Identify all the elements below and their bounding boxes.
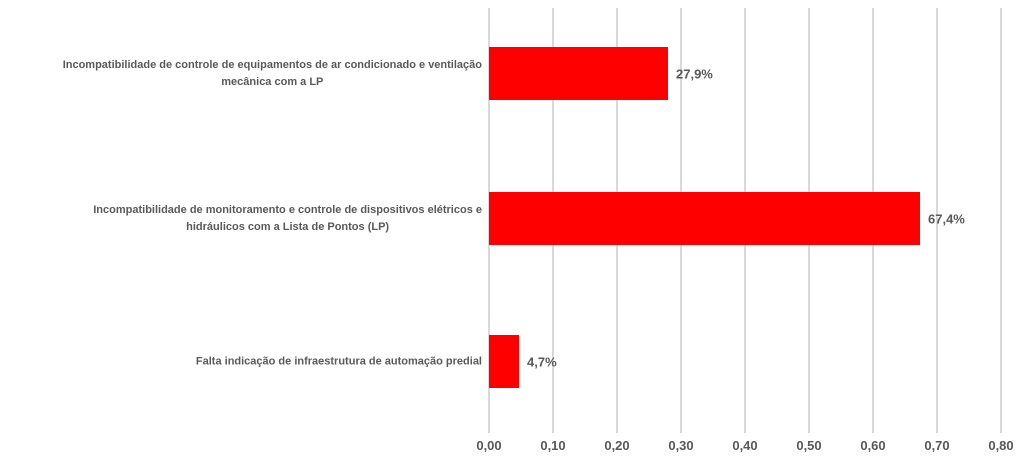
bar-1 bbox=[489, 47, 668, 100]
category-label-2-line-1: Incompatibilidade de monitoramento e con… bbox=[93, 203, 482, 216]
x-axis-tick-label: 0,80 bbox=[988, 438, 1014, 453]
x-axis-tick-label: 0,70 bbox=[924, 438, 950, 453]
x-axis-tick-label: 0,30 bbox=[668, 438, 694, 453]
gridline bbox=[1000, 8, 1002, 433]
x-axis-tick-label: 0,50 bbox=[796, 438, 822, 453]
bar-3 bbox=[489, 335, 519, 388]
x-axis-tick-label: 0,20 bbox=[604, 438, 630, 453]
category-label-2: Incompatibilidade de monitoramento e con… bbox=[93, 202, 482, 236]
category-label-1-line-1: Incompatibilidade de controle de equipam… bbox=[62, 58, 482, 71]
data-label-1: 27,9% bbox=[676, 66, 713, 81]
data-label-3: 4,7% bbox=[527, 354, 557, 369]
x-axis-tick-label: 0,40 bbox=[732, 438, 758, 453]
data-label-2: 67,4% bbox=[928, 211, 965, 226]
gridline bbox=[936, 8, 938, 433]
category-label-3: Falta indicação de infraestrutura de aut… bbox=[196, 353, 482, 370]
category-label-1-line-2: mecânica com a LP bbox=[221, 75, 324, 88]
x-axis-tick-label: 0,60 bbox=[860, 438, 886, 453]
x-axis-tick-label: 0,10 bbox=[540, 438, 566, 453]
bar-2 bbox=[489, 192, 920, 245]
category-label-3-line-1: Falta indicação de infraestrutura de aut… bbox=[195, 355, 482, 367]
x-axis-tick-label: 0,00 bbox=[476, 438, 502, 453]
category-label-2-line-2: hidráulicos com a Lista de Pontos (LP) bbox=[186, 220, 390, 233]
category-label-1: Incompatibilidade de controle de equipam… bbox=[63, 57, 482, 91]
